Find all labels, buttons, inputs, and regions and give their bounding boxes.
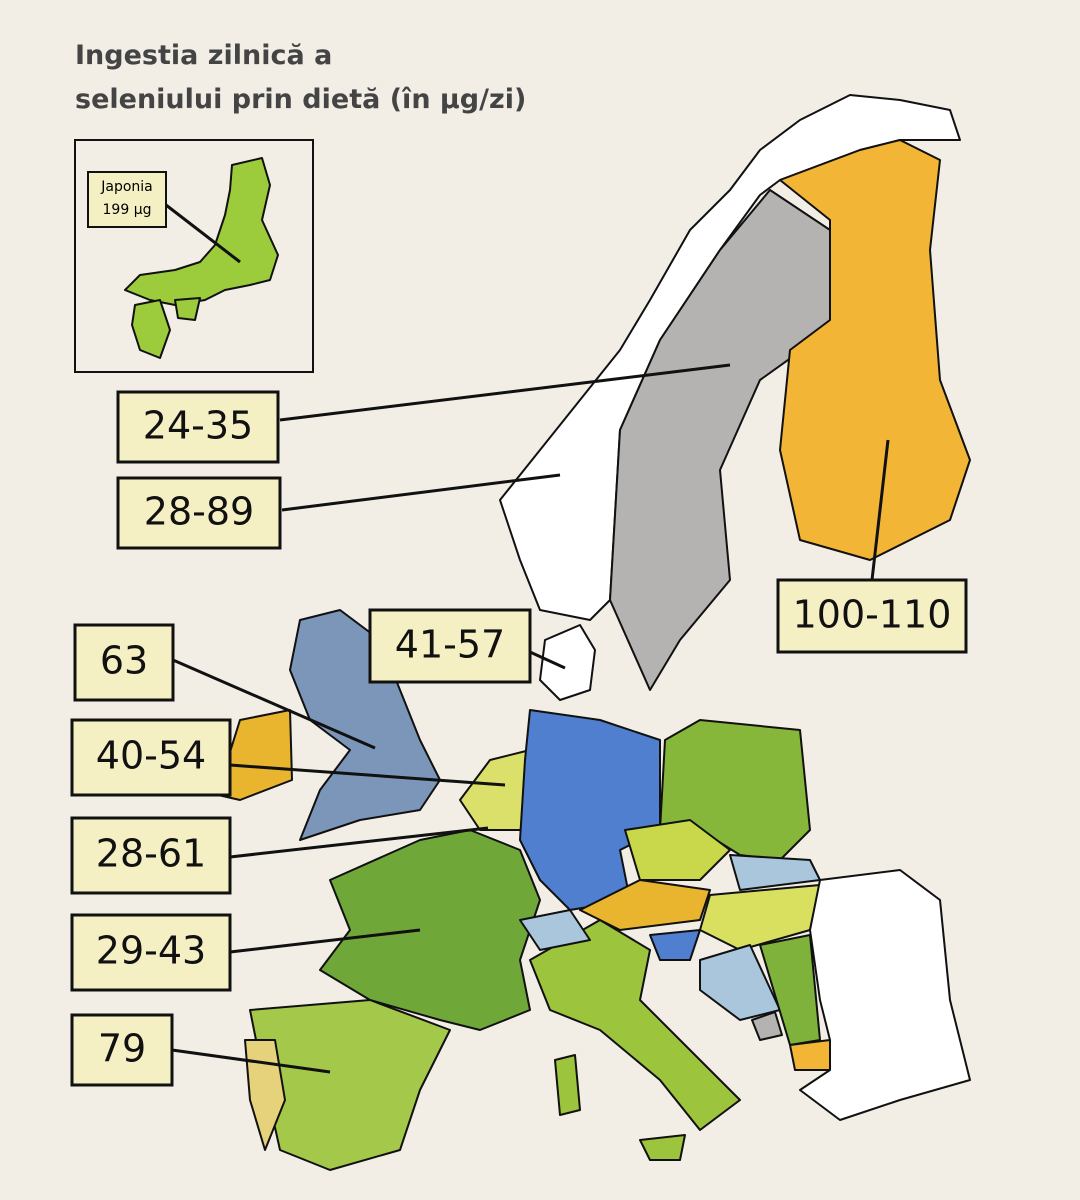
japan-island xyxy=(174,297,201,321)
benelux xyxy=(459,749,531,831)
leader-line xyxy=(279,363,731,422)
switzerland xyxy=(519,909,591,951)
label-box xyxy=(73,623,175,702)
label-box xyxy=(70,718,232,797)
balkans xyxy=(699,944,781,1021)
label-box xyxy=(116,390,280,464)
label: 63 xyxy=(100,639,148,683)
portugal xyxy=(244,1039,286,1151)
serbia xyxy=(759,934,821,1046)
leader-line xyxy=(229,826,489,859)
sardinia xyxy=(554,1054,581,1116)
leaders xyxy=(171,363,890,1074)
denmark xyxy=(539,624,596,701)
label-box xyxy=(116,476,282,550)
leader-line xyxy=(171,1048,331,1074)
label: 41-57 xyxy=(395,623,505,667)
label-box xyxy=(70,913,232,992)
labels: 24-35 28-89 100-110 41-57 63 40-54 28-61… xyxy=(70,390,968,1087)
sicily xyxy=(639,1134,686,1161)
label-box xyxy=(776,578,968,654)
leader-line xyxy=(229,763,506,787)
leader-line xyxy=(165,203,241,264)
eastern-europe xyxy=(799,869,971,1121)
inset-label-box xyxy=(87,171,167,228)
leader-line xyxy=(870,439,890,581)
label: 28-89 xyxy=(144,490,254,534)
japan-island xyxy=(131,299,171,359)
czechia xyxy=(624,819,731,881)
europe xyxy=(204,94,971,1171)
label-box xyxy=(368,608,532,684)
leader-line xyxy=(281,473,561,512)
leader-line xyxy=(172,658,376,750)
inset-frame xyxy=(74,139,314,373)
label-box xyxy=(70,816,232,895)
label: 24-35 xyxy=(143,404,253,448)
finland xyxy=(779,139,971,561)
italy xyxy=(529,919,741,1131)
austria xyxy=(579,879,711,931)
inset-value: 199 µg xyxy=(103,202,152,218)
slovenia xyxy=(649,929,701,961)
label: 79 xyxy=(98,1027,146,1071)
hungary xyxy=(699,884,821,951)
montenegro xyxy=(751,1011,783,1041)
title-line: Ingestia zilnică a xyxy=(75,40,332,71)
macedonia xyxy=(789,1039,831,1071)
leader-line xyxy=(529,650,566,670)
label: 28-61 xyxy=(96,832,206,876)
inset: Japonia 199 µg xyxy=(74,139,314,373)
inset-country: Japonia xyxy=(100,179,153,195)
label: 40-54 xyxy=(96,734,206,778)
title-line: seleniului prin dietă (în µg/zi) xyxy=(75,84,526,115)
label: 29-43 xyxy=(96,929,206,973)
label-box xyxy=(70,1013,174,1087)
label: 100-110 xyxy=(793,593,952,637)
leader-line xyxy=(229,928,421,954)
